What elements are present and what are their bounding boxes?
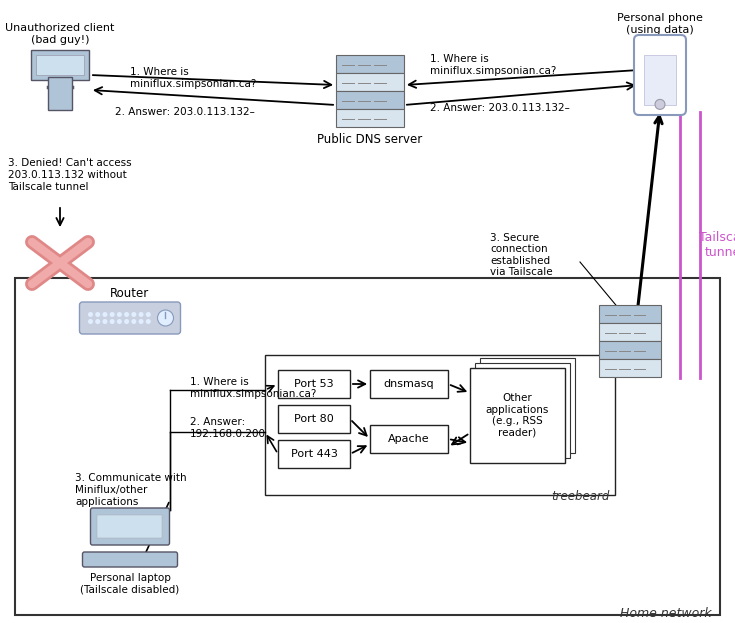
Text: 2. Answer:
192.168.0.200: 2. Answer: 192.168.0.200 — [190, 417, 266, 439]
Circle shape — [88, 312, 93, 317]
Bar — [370, 370, 448, 398]
Circle shape — [655, 100, 665, 110]
FancyBboxPatch shape — [634, 35, 686, 115]
Bar — [336, 73, 404, 91]
Bar — [36, 55, 84, 75]
Circle shape — [132, 312, 136, 317]
Bar — [644, 55, 676, 105]
Bar — [370, 425, 448, 453]
Text: 2. Answer: 203.0.113.132–: 2. Answer: 203.0.113.132– — [430, 103, 570, 113]
Bar — [336, 55, 404, 73]
Circle shape — [146, 319, 151, 324]
Text: 3. Communicate with
Miniflux/other
applications: 3. Communicate with Miniflux/other appli… — [75, 473, 187, 506]
Circle shape — [96, 312, 100, 317]
FancyBboxPatch shape — [79, 302, 181, 334]
Bar — [336, 109, 404, 127]
Bar — [265, 355, 615, 495]
Circle shape — [124, 312, 129, 317]
Circle shape — [157, 310, 173, 326]
Bar — [49, 77, 71, 110]
Text: Port 443: Port 443 — [290, 449, 337, 459]
Text: Router: Router — [110, 287, 150, 300]
Text: 3. Secure
connection
established
via Tailscale: 3. Secure connection established via Tai… — [490, 232, 553, 277]
Bar — [15, 278, 720, 615]
Bar — [599, 341, 661, 359]
Bar — [599, 323, 661, 341]
Bar — [599, 359, 661, 377]
Bar — [336, 91, 404, 109]
Text: 1. Where is
miniflux.simpsonian.ca?: 1. Where is miniflux.simpsonian.ca? — [190, 377, 316, 399]
Circle shape — [102, 312, 107, 317]
Text: Public DNS server: Public DNS server — [318, 133, 423, 146]
FancyBboxPatch shape — [82, 552, 177, 567]
Text: 1. Where is
miniflux.simpsonian.ca?: 1. Where is miniflux.simpsonian.ca? — [430, 54, 556, 76]
Bar — [98, 515, 162, 538]
Circle shape — [139, 319, 143, 324]
Text: Apache: Apache — [388, 434, 430, 444]
Text: treebeard: treebeard — [552, 490, 610, 503]
Text: Port 80: Port 80 — [294, 414, 334, 424]
Bar — [470, 368, 565, 463]
Circle shape — [132, 319, 136, 324]
Circle shape — [96, 319, 100, 324]
Circle shape — [102, 319, 107, 324]
Circle shape — [146, 312, 151, 317]
Bar — [599, 305, 661, 323]
Text: Unauthorized client
(bad guy!): Unauthorized client (bad guy!) — [5, 24, 115, 45]
Circle shape — [139, 312, 143, 317]
Text: 1. Where is
miniflux.simpsonian.ca?: 1. Where is miniflux.simpsonian.ca? — [130, 67, 257, 89]
Text: Other
applications
(e.g., RSS
reader): Other applications (e.g., RSS reader) — [486, 393, 549, 438]
Text: Port 53: Port 53 — [294, 379, 334, 389]
Circle shape — [110, 312, 115, 317]
Text: 3. Denied! Can't access
203.0.113.132 without
Tailscale tunnel: 3. Denied! Can't access 203.0.113.132 wi… — [8, 158, 132, 192]
Text: Personal laptop
(Tailscale disabled): Personal laptop (Tailscale disabled) — [80, 573, 179, 594]
Circle shape — [117, 312, 122, 317]
Circle shape — [88, 319, 93, 324]
FancyBboxPatch shape — [90, 508, 170, 545]
Bar — [278, 405, 350, 433]
Text: Tailscale
tunnel: Tailscale tunnel — [698, 231, 735, 259]
Bar — [278, 440, 350, 468]
Bar — [475, 363, 570, 458]
Text: Personal phone
(using data): Personal phone (using data) — [617, 14, 703, 35]
Bar — [480, 358, 575, 453]
Circle shape — [110, 319, 115, 324]
Text: Home network: Home network — [620, 607, 712, 620]
Bar — [278, 370, 350, 398]
Bar — [31, 50, 89, 80]
Text: dnsmasq: dnsmasq — [384, 379, 434, 389]
Circle shape — [117, 319, 122, 324]
Circle shape — [124, 319, 129, 324]
Text: 2. Answer: 203.0.113.132–: 2. Answer: 203.0.113.132– — [115, 107, 255, 117]
